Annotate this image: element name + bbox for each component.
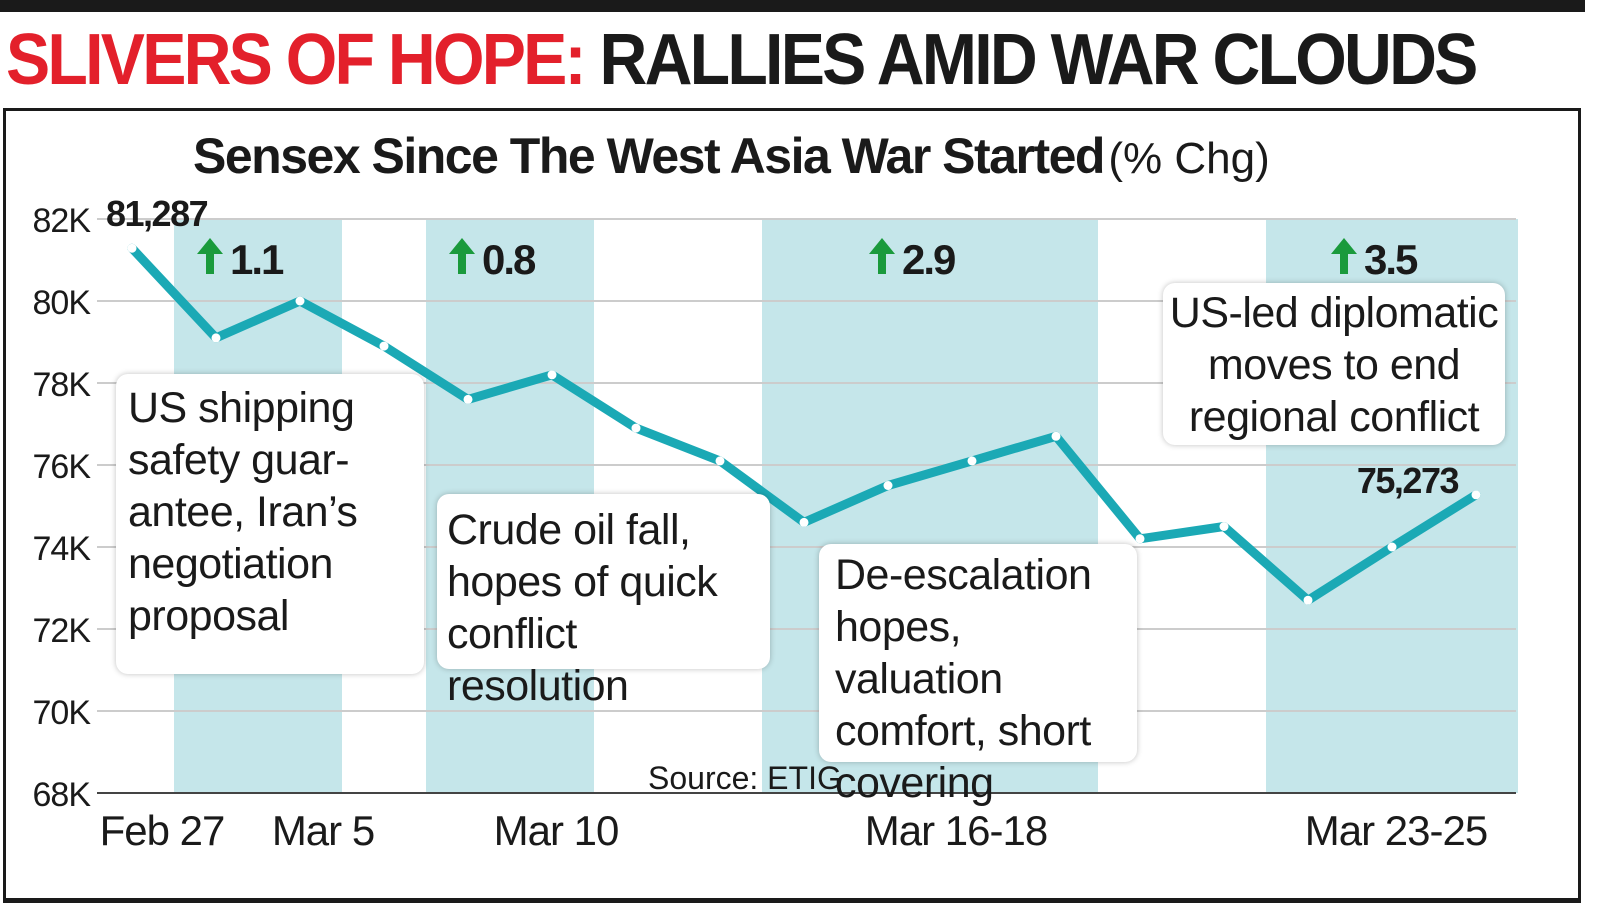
data-point	[1135, 534, 1145, 544]
y-tick-label: 72K	[33, 612, 92, 650]
up-arrow-icon	[449, 238, 475, 274]
data-point	[379, 341, 389, 351]
data-point	[883, 481, 893, 490]
value-label: 81,287	[106, 193, 208, 234]
y-tick-label: 80K	[33, 284, 92, 322]
headline-red: SLIVERS OF HOPE:	[6, 20, 587, 100]
data-point	[1471, 490, 1481, 500]
rally-change-2: 0.8	[449, 236, 538, 283]
headline: SLIVERS OF HOPE: RALLIES AMID WAR CLOUDS	[6, 14, 1478, 106]
x-tick-label: Mar 16-18	[865, 807, 1047, 854]
x-tick-label: Mar 23-25	[1305, 807, 1487, 854]
data-point	[631, 423, 641, 433]
rally-change-value: 2.9	[902, 236, 955, 283]
note-shipping: US shipping safety guar-antee, Iran’s ne…	[116, 374, 424, 674]
data-point	[547, 370, 557, 380]
x-tick-label: Mar 5	[272, 807, 374, 854]
x-tick-label: Feb 27	[100, 807, 225, 854]
rally-change-value: 3.5	[1364, 236, 1418, 283]
rally-change-4: 3.5	[1331, 236, 1420, 283]
note-deescalation: De-escalation hopes, valuation comfort, …	[819, 544, 1137, 807]
data-point	[127, 243, 137, 253]
data-point	[715, 456, 725, 466]
y-tick-label: 70K	[33, 694, 92, 732]
chart-frame	[3, 108, 1581, 903]
note-crude: Crude oil fall, hopes of quick conflict …	[437, 494, 770, 710]
up-arrow-icon	[869, 238, 895, 274]
headline-black: RALLIES AMID WAR CLOUDS	[599, 20, 1479, 100]
data-point	[211, 333, 221, 343]
y-tick-label: 82K	[33, 202, 92, 240]
chart-title-unit: (% Chg)	[1108, 134, 1270, 183]
data-point	[967, 456, 977, 466]
y-tick-label: 74K	[33, 530, 92, 568]
data-point	[463, 394, 473, 404]
y-tick-label: 68K	[33, 776, 92, 814]
y-tick-label: 76K	[33, 448, 92, 486]
data-point	[295, 296, 305, 306]
value-label: 75,273	[1357, 460, 1459, 501]
note-diplomatic: US-led diplomatic moves to end regional …	[1163, 283, 1505, 445]
up-arrow-icon	[1331, 238, 1357, 274]
rally-change-value: 1.1	[230, 236, 284, 283]
data-point	[1051, 431, 1061, 441]
source-label: Source: ETIG	[648, 760, 842, 796]
x-tick-label: Mar 10	[494, 807, 619, 854]
y-tick-label: 78K	[33, 366, 92, 404]
data-point	[1303, 595, 1313, 605]
data-point	[1219, 522, 1229, 531]
data-point	[1387, 542, 1397, 552]
rally-change-3: 2.9	[869, 236, 957, 283]
chart-title-main: Sensex Since The West Asia War Started	[193, 128, 1105, 184]
chart-title: Sensex Since The West Asia War Started (…	[193, 124, 1270, 201]
rally-change-1: 1.1	[197, 236, 286, 283]
rally-change-value: 0.8	[482, 236, 536, 283]
data-point	[799, 517, 809, 527]
up-arrow-icon	[197, 238, 223, 274]
top-rule	[0, 0, 1585, 12]
